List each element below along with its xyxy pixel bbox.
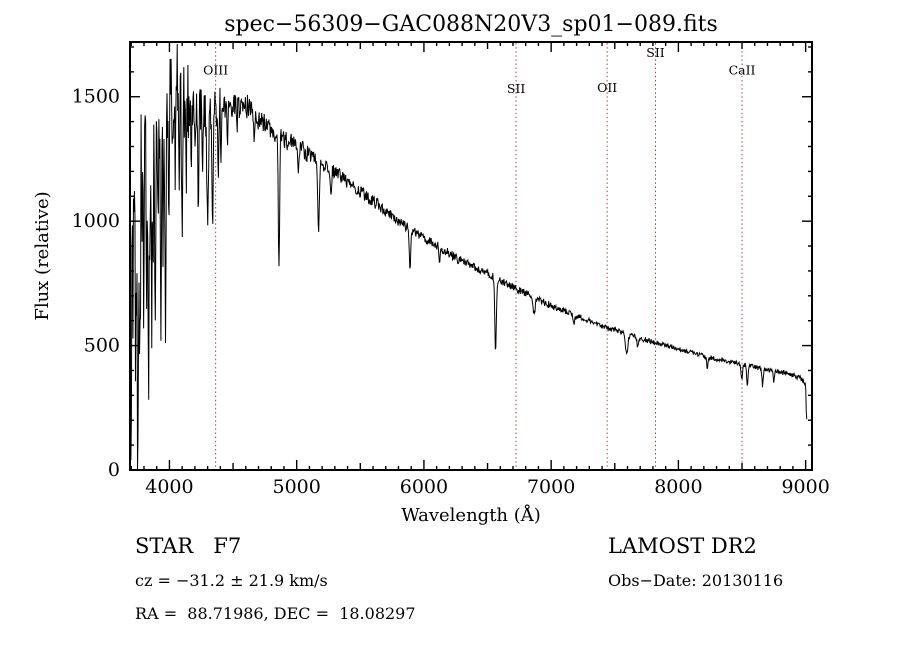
marker-label-sii: SII xyxy=(507,81,526,96)
plot-title: spec−56309−GAC088N20V3_sp01−089.fits xyxy=(224,12,718,37)
ra-dec-text: RA = 88.71986, DEC = 18.08297 xyxy=(135,604,416,623)
plot-frame xyxy=(129,41,813,471)
y-axis-label: Flux (relative) xyxy=(32,191,53,320)
spectrum-line xyxy=(130,44,808,470)
x-tick-label: 5000 xyxy=(273,476,321,498)
marker-label-sii: SII xyxy=(646,45,665,60)
x-tick-label: 6000 xyxy=(400,476,448,498)
x-tick-label: 8000 xyxy=(654,476,702,498)
x-tick-label: 4000 xyxy=(145,476,193,498)
y-tick-label: 500 xyxy=(84,335,120,357)
obs-date-text: Obs−Date: 20130116 xyxy=(608,571,783,590)
survey-text: LAMOST DR2 xyxy=(608,534,757,558)
x-axis-label: Wavelength (Å) xyxy=(401,504,541,526)
x-tick-label: 9000 xyxy=(781,476,829,498)
y-tick-label: 1000 xyxy=(72,210,120,232)
x-tick-label: 7000 xyxy=(527,476,575,498)
y-tick-label: 1500 xyxy=(72,86,120,108)
cz-text: cz = −31.2 ± 21.9 km/s xyxy=(135,571,328,590)
object-class-text: STAR F7 xyxy=(135,534,241,558)
y-tick-label: 0 xyxy=(108,459,120,481)
marker-label-oiii: OIII xyxy=(203,62,228,77)
marker-label-oii: OII xyxy=(597,80,617,95)
marker-label-caii: CaII xyxy=(729,62,756,77)
